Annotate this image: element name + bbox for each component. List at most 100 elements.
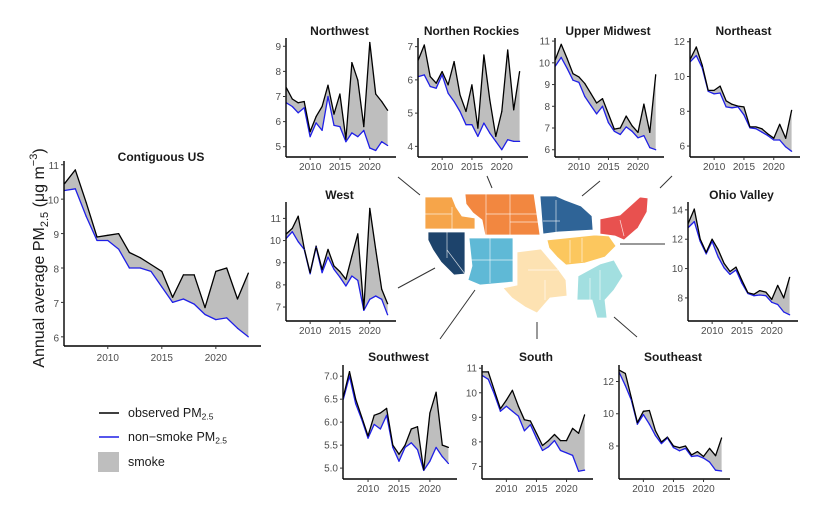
y-tick-label: 7.0 (324, 372, 338, 383)
x-tick-label: 2010 (357, 484, 380, 495)
observed-point (367, 435, 369, 437)
observed-point (720, 437, 723, 439)
map-region-northern-rockies (464, 193, 541, 236)
nonsmoke-point (398, 460, 400, 462)
observed-point (699, 238, 701, 240)
y-tick-label: 8 (275, 67, 281, 78)
y-tick-label: 6.0 (324, 418, 338, 429)
nonsmoke-point (291, 231, 293, 233)
nonsmoke-point (361, 419, 363, 421)
nonsmoke-point (139, 267, 141, 269)
observed-point (630, 397, 632, 399)
nonsmoke-point (779, 139, 781, 141)
nonsmoke-point (499, 410, 501, 412)
nonsmoke-point (725, 106, 727, 108)
observed-point (297, 215, 299, 217)
nonsmoke-point (642, 413, 644, 416)
observed-point (636, 422, 638, 424)
panel-title: Southeast (644, 350, 702, 364)
observed-point (631, 125, 633, 127)
nonsmoke-point (291, 105, 293, 108)
nonsmoke-point (429, 460, 431, 462)
observed-point (507, 49, 509, 51)
observed-point (719, 85, 721, 87)
x-tick-label: 2020 (761, 326, 784, 337)
y-axis-label-unit: (μg m (31, 166, 48, 212)
nonsmoke-point (571, 454, 574, 456)
nonsmoke-point (107, 239, 109, 242)
nonsmoke-point (624, 384, 626, 387)
nonsmoke-point (714, 469, 717, 471)
panel-northeast: Northeast 6 8 10 12 2010 2015 2020 (674, 24, 800, 173)
nonsmoke-point (339, 126, 341, 128)
observed-point (429, 75, 431, 78)
observed-point (684, 445, 687, 447)
observed-point (729, 270, 731, 273)
observed-point (505, 399, 507, 401)
observed-point (117, 232, 120, 235)
observed-point (519, 70, 521, 73)
panel-title: Contiguous US (118, 150, 205, 164)
panel-southwest: Southwest 5.0 5.5 6.0 6.5 7.0 2010 2015 2020 (324, 350, 457, 495)
y-tick-label: 6 (275, 117, 281, 128)
observed-point (351, 255, 353, 257)
observed-point (291, 227, 293, 229)
x-tick-label: 2015 (151, 353, 174, 364)
observed-point (410, 428, 412, 430)
y-tick-label: 14 (672, 205, 684, 216)
observed-point (327, 248, 329, 251)
nonsmoke-point (578, 81, 580, 83)
observed-point (447, 446, 450, 449)
observed-point (649, 131, 651, 133)
x-tick-label: 2010 (703, 162, 726, 173)
nonsmoke-point (761, 131, 763, 133)
observed-point (489, 99, 491, 101)
x-tick-label: 2020 (491, 162, 514, 173)
nonsmoke-point (435, 446, 437, 449)
observed-point (711, 238, 713, 240)
nonsmoke-point (759, 294, 761, 296)
observed-point (624, 372, 626, 375)
observed-point (355, 398, 357, 400)
observed-point (749, 126, 751, 128)
nonsmoke-point (619, 133, 621, 136)
nonsmoke-point (560, 56, 562, 58)
observed-point (392, 444, 394, 446)
nonsmoke-point (719, 92, 721, 94)
observed-point (725, 100, 727, 102)
x-tick-label: 2015 (525, 484, 548, 495)
observed-line (342, 370, 449, 472)
nonsmoke-point (495, 140, 497, 142)
y-tick-label: 8 (53, 264, 59, 275)
observed-line (417, 44, 521, 138)
observed-line (554, 43, 657, 134)
observed-point (236, 298, 239, 300)
nonsmoke-point (785, 146, 787, 148)
y-tick-label: 6 (679, 142, 685, 153)
x-tick-label: 2020 (419, 484, 442, 495)
nonsmoke-point (303, 248, 305, 251)
observed-point (357, 79, 359, 81)
nonsmoke-point (596, 113, 598, 115)
observed-point (345, 278, 347, 280)
nonsmoke-point (355, 403, 357, 405)
nonsmoke-point (648, 423, 650, 425)
y-tick-label: 7 (53, 299, 59, 310)
nonsmoke-point (565, 452, 568, 454)
observed-point (771, 298, 773, 300)
observed-line (285, 207, 389, 310)
y-tick-label: 4 (407, 142, 413, 153)
observed-point (765, 291, 767, 293)
nonsmoke-point (637, 137, 639, 139)
nonsmoke-point (547, 446, 550, 448)
nonsmoke-point (765, 295, 767, 297)
observed-point (441, 70, 443, 73)
nonsmoke-point (559, 449, 562, 452)
panel-contiguous-us: Contiguous US 6 7 8 9 10 11 2010 2015 2020 (48, 150, 261, 364)
nonsmoke-point (753, 295, 755, 297)
observed-point (584, 82, 586, 85)
nonsmoke-point (453, 100, 455, 103)
nonsmoke-point (182, 298, 185, 300)
smoke-area (688, 209, 790, 315)
panel-title: Northeast (715, 24, 771, 38)
